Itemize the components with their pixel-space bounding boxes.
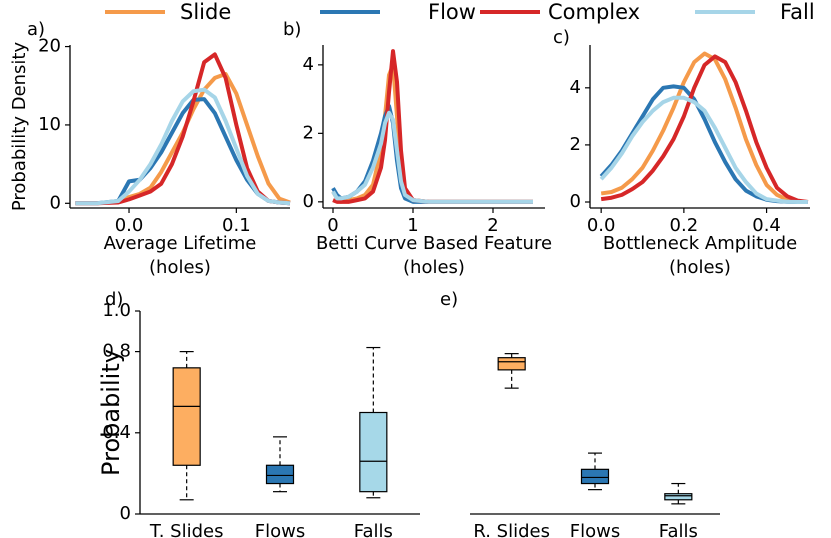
box — [265, 464, 295, 485]
y-tick-label: 10 — [38, 114, 61, 135]
x-tick-label: 0.0 — [587, 215, 616, 236]
x-axis-label: (holes) — [403, 257, 465, 278]
box — [497, 357, 526, 371]
y-tick-label: 1.0 — [102, 300, 131, 321]
y-axis-label: Probability Density — [9, 42, 30, 212]
density-line — [75, 72, 291, 206]
y-tick-label: 0 — [50, 192, 61, 213]
x-tick-label: Falls — [354, 521, 393, 538]
x-tick-label: 0.4 — [752, 215, 781, 236]
y-tick-label: 0 — [303, 191, 314, 212]
density-line — [75, 87, 291, 206]
x-tick-label: 0.0 — [115, 215, 144, 236]
panel-label: b) — [283, 19, 301, 40]
density-line — [599, 95, 808, 205]
x-tick-label: T. Slides — [149, 521, 224, 538]
x-tick-label: Flows — [255, 521, 305, 538]
y-tick-label: 0.4 — [102, 422, 131, 443]
legend-label: Fall — [780, 0, 815, 24]
y-tick-label: 0 — [120, 503, 131, 524]
y-tick-label: 0.8 — [102, 341, 131, 362]
density-line — [600, 51, 809, 205]
x-tick-label: 0.1 — [222, 215, 251, 236]
panel-label: e) — [440, 289, 458, 310]
y-axis-label: Probability — [97, 349, 125, 476]
y-tick-label: 20 — [38, 36, 61, 57]
x-tick-label: Flows — [570, 521, 620, 538]
x-axis-label: (holes) — [669, 257, 731, 278]
legend-label: Slide — [180, 0, 231, 24]
box — [172, 367, 201, 466]
panel-label: a) — [27, 19, 45, 40]
x-axis-label: Bottleneck Amplitude — [603, 233, 797, 254]
x-tick-label: Falls — [659, 521, 698, 538]
density-line — [332, 49, 533, 204]
x-tick-label: 2 — [487, 215, 498, 236]
x-axis-label: Betti Curve Based Feature — [316, 233, 552, 254]
x-axis-label: (holes) — [149, 257, 211, 278]
box — [664, 493, 693, 501]
x-tick-label: 1 — [407, 215, 418, 236]
density-line — [600, 54, 809, 204]
y-tick-label: 0 — [570, 191, 581, 212]
y-tick-label: 4 — [570, 77, 581, 98]
panel-label: d) — [105, 289, 123, 310]
x-axis-label: Average Lifetime — [104, 233, 257, 254]
x-tick-label: 0.2 — [670, 215, 699, 236]
legend-label: Complex — [548, 0, 640, 24]
y-tick-label: 4 — [303, 54, 314, 75]
box — [359, 411, 388, 493]
legend-label: Flow — [428, 0, 476, 24]
x-tick-label: R. Slides — [473, 521, 550, 538]
y-tick-label: 2 — [303, 122, 314, 143]
x-tick-label: 0 — [327, 215, 338, 236]
y-tick-label: 2 — [570, 134, 581, 155]
density-line — [331, 110, 533, 204]
panel-label: c) — [553, 27, 570, 48]
box — [580, 468, 610, 485]
